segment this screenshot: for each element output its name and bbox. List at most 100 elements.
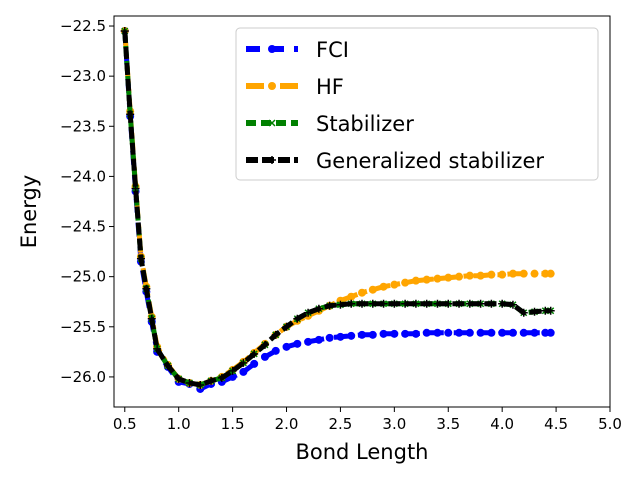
data-point <box>325 333 334 342</box>
data-point <box>444 299 453 308</box>
data-point <box>304 308 313 317</box>
data-point <box>120 27 129 36</box>
data-point <box>260 352 269 361</box>
data-point <box>476 299 485 308</box>
data-point <box>390 299 399 308</box>
data-point <box>519 308 528 317</box>
data-point <box>271 346 280 355</box>
data-point <box>465 299 474 308</box>
data-point <box>519 328 528 337</box>
series-generalized-stabilizer <box>120 27 555 389</box>
legend-entry: FCI <box>246 38 349 62</box>
legend-label: FCI <box>316 38 349 62</box>
x-tick-label: 5.0 <box>598 415 622 433</box>
data-point <box>433 299 442 308</box>
legend-entry: Stabilizer <box>246 112 414 136</box>
data-point <box>465 271 474 280</box>
data-point <box>185 378 194 387</box>
data-point <box>411 299 420 308</box>
x-tick-label: 1.5 <box>221 415 245 433</box>
x-tick-label: 4.5 <box>544 415 568 433</box>
data-point <box>498 270 507 279</box>
data-point <box>455 272 464 281</box>
y-tick-label: −25.5 <box>60 318 106 336</box>
data-point <box>530 328 539 337</box>
data-point <box>401 329 410 338</box>
plot-frame <box>113 15 611 408</box>
data-point <box>508 328 517 337</box>
data-point <box>293 339 302 348</box>
data-point <box>546 269 555 278</box>
data-point <box>433 274 442 283</box>
data-point <box>379 329 388 338</box>
x-axis-label: Bond Length <box>295 440 428 464</box>
legend: FCI HF Stabilizer Generalized stabilizer <box>235 27 599 181</box>
data-point <box>336 332 345 341</box>
data-point <box>379 282 388 291</box>
x-tick-label: 2.5 <box>329 415 353 433</box>
data-point <box>358 288 366 297</box>
data-point <box>411 329 420 338</box>
data-point <box>358 299 366 308</box>
data-point <box>314 335 323 344</box>
x-tick-label: 0.5 <box>113 415 137 433</box>
data-point <box>455 299 464 308</box>
y-tick-label: −23.5 <box>60 117 106 135</box>
data-point <box>433 328 442 337</box>
data-point <box>250 349 259 358</box>
data-point <box>390 329 399 338</box>
data-point <box>347 331 356 340</box>
ticks-layer: 0.5 1.0 1.5 2.0 2.5 3.0 3.5 4.0 4.5 5.0 −22.5 −23.0… <box>60 17 622 433</box>
data-point <box>217 373 226 382</box>
data-point <box>260 340 269 349</box>
data-point <box>268 45 276 53</box>
data-point <box>379 299 388 308</box>
data-point <box>508 269 517 278</box>
x-tick-label: 2.0 <box>275 415 299 433</box>
legend-label: Stabilizer <box>316 112 414 136</box>
data-point <box>422 275 431 284</box>
data-point <box>314 304 323 313</box>
data-point <box>268 156 276 164</box>
data-point <box>368 285 377 294</box>
data-point <box>239 358 248 367</box>
data-point <box>530 269 539 278</box>
legend-box <box>235 27 599 181</box>
data-point <box>465 328 474 337</box>
legend-label: HF <box>316 75 344 99</box>
data-point <box>411 276 420 285</box>
data-point <box>401 278 410 287</box>
data-point <box>142 284 151 293</box>
data-point <box>476 328 485 337</box>
data-point <box>293 314 302 323</box>
x-tick-label: 4.0 <box>490 415 514 433</box>
data-point <box>487 270 496 279</box>
data-point <box>250 359 259 368</box>
legend-label: Generalized stabilizer <box>316 149 544 173</box>
data-point <box>368 299 377 308</box>
x-tick-label: 3.5 <box>436 415 460 433</box>
data-point <box>347 292 356 301</box>
data-point <box>368 330 377 339</box>
data-point <box>336 300 345 309</box>
data-point <box>268 119 276 127</box>
data-point <box>228 366 237 375</box>
legend-entry: HF <box>246 75 344 99</box>
data-point <box>422 328 431 337</box>
data-point <box>401 299 410 308</box>
data-point <box>239 367 248 376</box>
data-point <box>136 254 145 263</box>
data-point <box>268 82 276 90</box>
y-tick-label: −26.0 <box>60 368 106 386</box>
y-tick-label: −24.5 <box>60 218 106 236</box>
data-point <box>271 330 280 339</box>
data-point <box>358 330 366 339</box>
data-point <box>487 299 496 308</box>
data-point <box>519 269 528 278</box>
data-point <box>304 337 313 346</box>
data-point <box>546 306 555 315</box>
data-point <box>196 380 205 389</box>
x-tick-label: 3.0 <box>382 415 406 433</box>
data-point <box>508 300 517 309</box>
